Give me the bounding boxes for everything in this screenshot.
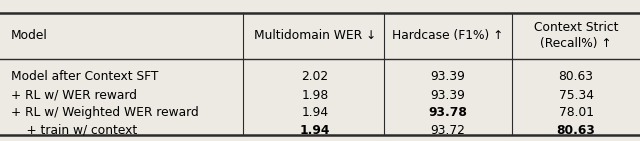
Text: 93.72: 93.72 xyxy=(431,124,465,137)
Text: 1.98: 1.98 xyxy=(301,89,328,102)
Text: 1.94: 1.94 xyxy=(301,106,328,119)
Text: + RL w/ Weighted WER reward: + RL w/ Weighted WER reward xyxy=(11,106,198,119)
Text: 93.39: 93.39 xyxy=(431,89,465,102)
Text: 93.39: 93.39 xyxy=(431,70,465,83)
Text: Hardcase (F1%) ↑: Hardcase (F1%) ↑ xyxy=(392,29,504,42)
Text: 93.78: 93.78 xyxy=(429,106,467,119)
Text: 1.94: 1.94 xyxy=(300,124,330,137)
Text: Model after Context SFT: Model after Context SFT xyxy=(11,70,158,83)
Text: 75.34: 75.34 xyxy=(559,89,593,102)
Text: Context Strict
(Recall%) ↑: Context Strict (Recall%) ↑ xyxy=(534,21,618,50)
Text: 78.01: 78.01 xyxy=(559,106,593,119)
Text: 80.63: 80.63 xyxy=(557,124,595,137)
Text: Multidomain WER ↓: Multidomain WER ↓ xyxy=(253,29,376,42)
Text: 2.02: 2.02 xyxy=(301,70,328,83)
Text: + train w/ context: + train w/ context xyxy=(11,124,137,137)
Text: + RL w/ WER reward: + RL w/ WER reward xyxy=(11,89,137,102)
Text: 80.63: 80.63 xyxy=(559,70,593,83)
Text: Model: Model xyxy=(11,29,47,42)
